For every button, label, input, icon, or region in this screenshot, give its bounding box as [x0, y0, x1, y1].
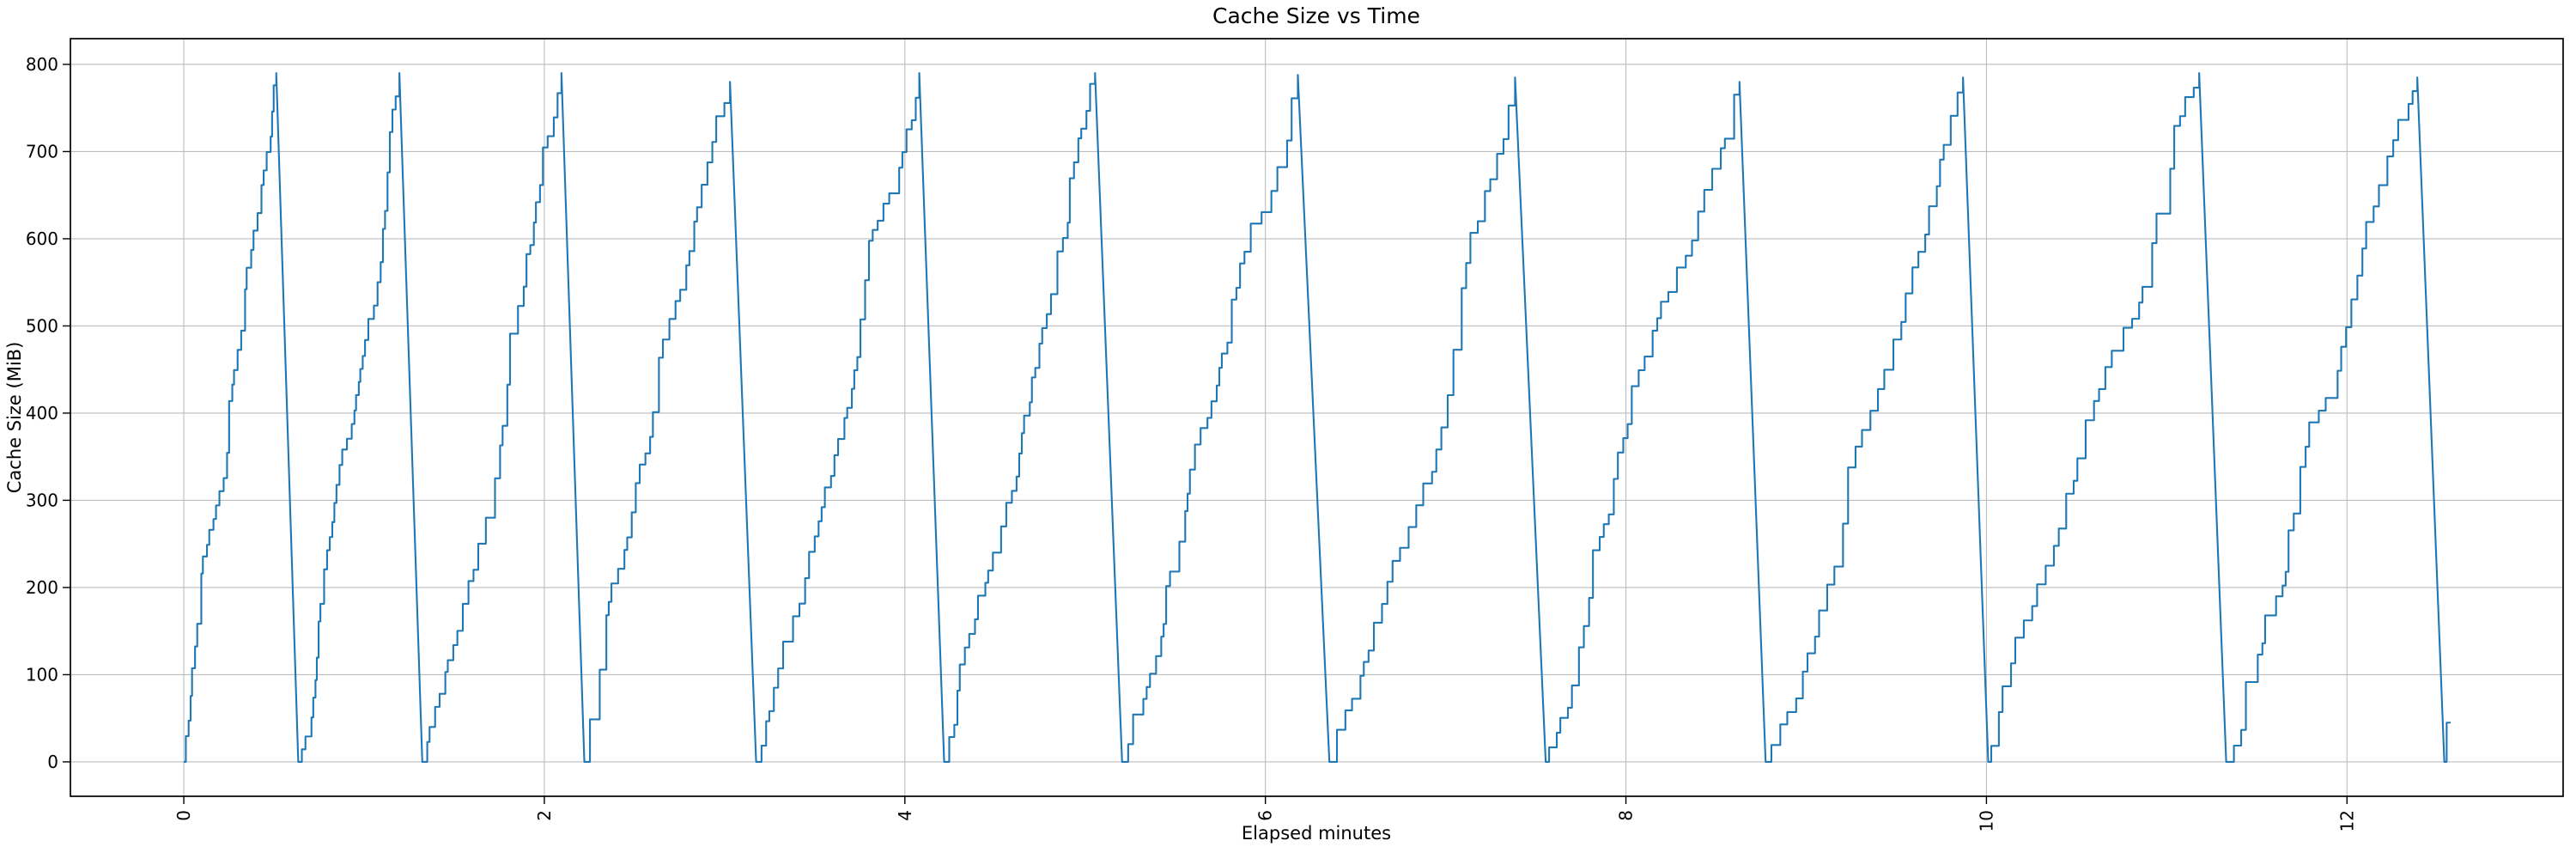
data-series	[184, 72, 2451, 763]
x-tick-label: 4	[895, 810, 915, 821]
y-tick-label: 700	[26, 141, 58, 161]
y-tick-label: 0	[47, 752, 58, 772]
x-tick-label: 6	[1255, 810, 1276, 821]
tick-labels: 0 2 4 6 8 10 12 0 100 200 300 400 500 600 700 800	[26, 54, 2357, 832]
y-tick-label: 600	[26, 228, 58, 249]
cache-size-line	[184, 72, 2451, 763]
y-tick-label: 800	[26, 54, 58, 75]
tick-marks	[63, 64, 2348, 804]
x-tick-label: 12	[2336, 810, 2357, 832]
y-tick-label: 500	[26, 315, 58, 336]
y-tick-label: 100	[26, 664, 58, 685]
y-tick-label: 400	[26, 403, 58, 423]
x-tick-label: 0	[173, 810, 194, 821]
x-axis-label: Elapsed minutes	[1242, 823, 1391, 844]
y-tick-label: 200	[26, 577, 58, 598]
x-tick-label: 2	[534, 810, 555, 821]
chart-title: Cache Size vs Time	[1212, 3, 1420, 28]
y-axis-label: Cache Size (MiB)	[4, 342, 25, 494]
gridlines	[70, 39, 2563, 796]
y-tick-label: 300	[26, 490, 58, 510]
x-tick-label: 10	[1976, 810, 1996, 832]
x-tick-label: 8	[1616, 810, 1637, 821]
plot-border	[70, 38, 2564, 797]
